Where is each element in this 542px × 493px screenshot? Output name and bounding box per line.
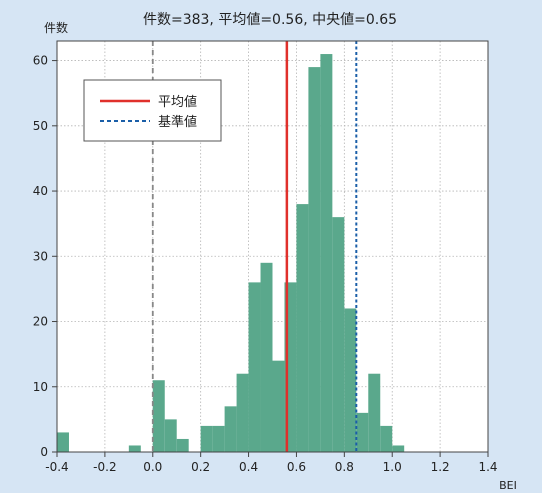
y-tick-label: 20 [33,315,48,329]
histogram-bar [128,445,141,452]
legend: 平均値 基準値 [83,79,222,142]
legend-box [83,79,222,142]
histogram-bar [308,67,321,452]
histogram-bar [380,425,393,452]
x-tick-label: -0.2 [93,460,116,474]
histogram-bar [200,425,213,452]
x-tick-label: 0.4 [239,460,258,474]
y-axis-label: 件数 [44,20,68,35]
histogram-bar [320,54,333,453]
histogram-bar [344,308,357,452]
x-tick-label: 1.2 [431,460,450,474]
histogram-bar [212,425,225,452]
y-tick-label: 40 [33,184,48,198]
x-tick-label: 1.4 [478,460,497,474]
y-tick-label: 10 [33,380,48,394]
x-axis-label: BEI [499,479,517,492]
plot-frame [56,40,489,453]
y-tick-label: 30 [33,249,48,263]
histogram-bars [57,54,405,453]
histogram-bar [368,373,381,452]
y-tick-label: 50 [33,119,48,133]
histogram-bar [332,217,345,452]
legend-mean-label: 平均値 [158,94,197,110]
histogram-bar [224,406,237,452]
histogram-bar [260,262,273,452]
reference-lines [151,41,358,452]
x-tick-label: 1.0 [383,460,402,474]
histogram-bar [272,360,285,452]
x-axis-ticks: -0.4 -0.2 0.0 0.2 0.4 0.6 0.8 1.0 1.2 1.4 [45,452,498,474]
histogram-bar [284,282,297,452]
histogram-bar [356,412,369,452]
histogram-bar [57,432,69,452]
histogram-bar [176,438,189,452]
x-tick-label: -0.4 [45,460,68,474]
chart-title: 件数=383, 平均値=0.56, 中央値=0.65 [143,12,397,28]
histogram-bar [164,419,177,452]
histogram-bar [152,380,165,452]
histogram-bar [236,373,249,452]
y-tick-label: 0 [40,445,48,459]
histogram-bar [296,204,309,452]
histogram-bar [248,282,261,452]
x-tick-label: 0.2 [191,460,210,474]
x-tick-label: 0.0 [143,460,162,474]
y-axis-ticks: 0 10 20 30 40 50 60 [33,54,57,459]
x-tick-label: 0.6 [287,460,306,474]
y-tick-label: 60 [33,54,48,68]
legend-reference-label: 基準値 [158,114,197,130]
histogram-bar [392,445,405,452]
x-tick-label: 0.8 [335,460,354,474]
